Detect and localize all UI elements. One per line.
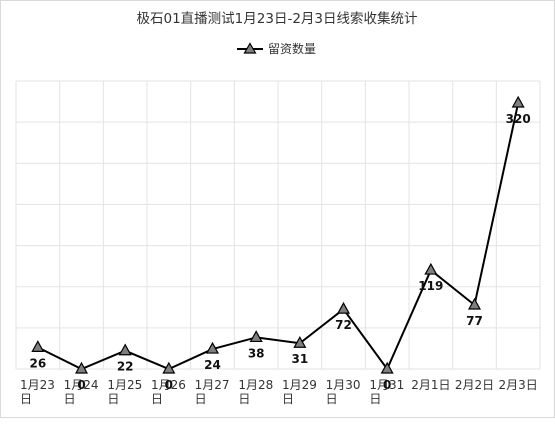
data-point-marker	[74, 361, 89, 374]
legend-label: 留资数量	[268, 41, 316, 56]
data-label: 31	[291, 352, 308, 366]
data-label: 26	[29, 356, 46, 370]
data-label: 119	[418, 279, 443, 293]
data-point-marker	[467, 297, 482, 310]
x-axis-tick-labels: 1月23 日 1月24 日 1月25 日 1月26 日 1月27 日 1月28 日 1月29 日 1月30 日…	[20, 378, 538, 406]
data-point-marker	[336, 301, 351, 314]
x-tick-label: 2月2日	[455, 378, 494, 392]
data-point-marker	[31, 340, 45, 352]
data-point-marker	[118, 343, 132, 356]
data-label: 77	[466, 314, 483, 328]
x-tick-label: 1月29 日	[282, 378, 317, 406]
x-tick-label: 1月23 日	[20, 378, 55, 406]
x-tick-label: 1月26 日	[151, 378, 186, 406]
x-tick-label: 2月1日	[411, 378, 450, 392]
data-label: 320	[506, 112, 531, 126]
x-tick-label: 1月31 日	[369, 378, 404, 406]
data-point-marker	[424, 262, 438, 275]
series-markers	[31, 95, 525, 374]
data-label: 38	[248, 346, 265, 360]
data-point-marker	[380, 361, 394, 374]
series-line	[37, 102, 520, 371]
data-label: 0	[77, 378, 85, 392]
legend: 留资数量	[237, 41, 316, 56]
data-point-marker	[293, 335, 307, 348]
data-labels: 26 0 22 0 24 38 31 72 0 119 77 320	[29, 112, 530, 392]
x-tick-label: 1月24 日	[64, 378, 99, 406]
data-label: 72	[335, 318, 352, 332]
data-label: 0	[165, 378, 173, 392]
gridlines	[15, 80, 541, 370]
data-label: 0	[383, 378, 391, 392]
data-point-marker	[249, 330, 263, 343]
x-tick-label: 2月3日	[499, 378, 538, 392]
legend-triangle-marker	[243, 42, 257, 54]
x-tick-label: 1月25 日	[107, 378, 142, 406]
chart-svg: 极石01直播测试1月23日-2月3日线索收集统计 留资数量 1月23 日 1月24 日…	[15, 11, 541, 406]
chart-title: 极石01直播测试1月23日-2月3日线索收集统计	[137, 11, 418, 27]
data-point-marker	[205, 341, 220, 354]
data-label: 24	[204, 358, 221, 372]
x-tick-label: 1月30 日	[326, 378, 361, 406]
x-tick-label: 1月27 日	[195, 378, 230, 406]
data-label: 22	[117, 360, 134, 374]
x-tick-label: 1月28 日	[238, 378, 273, 406]
data-point-marker	[511, 95, 525, 108]
data-point-marker	[162, 361, 176, 374]
